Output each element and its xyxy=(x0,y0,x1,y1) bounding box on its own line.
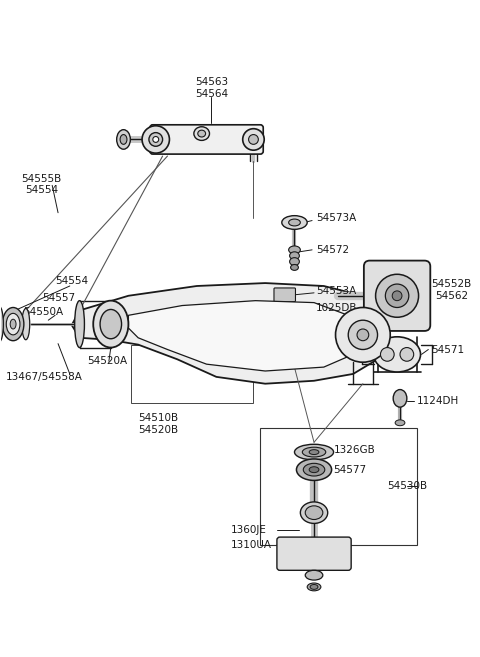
Text: 1124DH: 1124DH xyxy=(417,396,459,406)
Ellipse shape xyxy=(194,127,209,141)
Ellipse shape xyxy=(288,246,300,254)
Ellipse shape xyxy=(295,444,334,460)
Text: 54530B: 54530B xyxy=(387,482,427,491)
Text: 54563: 54563 xyxy=(195,77,228,87)
Circle shape xyxy=(357,329,369,341)
Text: 1326GB: 1326GB xyxy=(334,445,375,455)
Text: 1025DB: 1025DB xyxy=(316,304,358,313)
Text: 54573A: 54573A xyxy=(316,213,356,223)
Ellipse shape xyxy=(393,390,407,407)
Ellipse shape xyxy=(75,301,84,348)
Ellipse shape xyxy=(0,307,3,342)
Ellipse shape xyxy=(303,463,325,476)
Circle shape xyxy=(336,307,390,362)
Ellipse shape xyxy=(249,135,258,145)
Ellipse shape xyxy=(305,506,323,520)
Ellipse shape xyxy=(309,449,319,455)
Text: 54571: 54571 xyxy=(432,344,465,355)
Text: 54572: 54572 xyxy=(316,245,349,255)
Text: 54577: 54577 xyxy=(334,464,367,474)
FancyBboxPatch shape xyxy=(150,125,263,154)
Ellipse shape xyxy=(117,129,131,149)
Bar xyxy=(132,345,253,403)
Circle shape xyxy=(392,291,402,301)
Text: 54520B: 54520B xyxy=(138,424,178,435)
Text: 54554: 54554 xyxy=(55,276,88,286)
Circle shape xyxy=(375,274,419,317)
Ellipse shape xyxy=(289,258,300,265)
Ellipse shape xyxy=(395,420,405,426)
Text: 54520A: 54520A xyxy=(87,356,128,366)
Ellipse shape xyxy=(307,583,321,591)
Ellipse shape xyxy=(302,447,326,457)
Text: 54554: 54554 xyxy=(25,185,58,195)
Ellipse shape xyxy=(22,309,30,340)
Ellipse shape xyxy=(120,135,127,145)
Text: 13467/54558A: 13467/54558A xyxy=(6,372,83,382)
Circle shape xyxy=(385,284,409,307)
Ellipse shape xyxy=(142,125,169,153)
Polygon shape xyxy=(129,301,363,371)
Bar xyxy=(260,428,417,545)
Ellipse shape xyxy=(198,130,205,137)
Polygon shape xyxy=(72,283,387,384)
Ellipse shape xyxy=(277,329,292,337)
Ellipse shape xyxy=(100,309,121,339)
Ellipse shape xyxy=(282,215,307,229)
Ellipse shape xyxy=(297,459,332,480)
Ellipse shape xyxy=(93,301,129,348)
Text: 54562: 54562 xyxy=(435,291,468,301)
Ellipse shape xyxy=(300,502,328,524)
Ellipse shape xyxy=(149,133,163,147)
Text: 54552B: 54552B xyxy=(432,279,471,289)
Text: 54550A: 54550A xyxy=(23,307,63,317)
Text: 54510B: 54510B xyxy=(138,413,178,423)
FancyBboxPatch shape xyxy=(277,537,351,570)
FancyBboxPatch shape xyxy=(274,288,296,302)
Text: 54555B: 54555B xyxy=(21,173,61,183)
Ellipse shape xyxy=(290,265,299,271)
Ellipse shape xyxy=(6,313,20,335)
Circle shape xyxy=(400,348,414,361)
Ellipse shape xyxy=(309,466,319,472)
Text: 54553A: 54553A xyxy=(316,286,356,296)
Text: 1360JE: 1360JE xyxy=(231,525,267,535)
Ellipse shape xyxy=(305,570,323,580)
Ellipse shape xyxy=(289,252,300,260)
Ellipse shape xyxy=(2,307,24,341)
Circle shape xyxy=(381,348,394,361)
Circle shape xyxy=(348,320,378,350)
Text: 1310UA: 1310UA xyxy=(231,540,272,550)
Text: 54564: 54564 xyxy=(195,89,228,99)
Ellipse shape xyxy=(310,585,318,589)
Ellipse shape xyxy=(153,137,159,143)
Ellipse shape xyxy=(10,319,16,329)
Ellipse shape xyxy=(243,129,264,150)
Text: 54557: 54557 xyxy=(42,293,75,303)
FancyBboxPatch shape xyxy=(364,261,430,331)
Ellipse shape xyxy=(276,307,293,314)
Ellipse shape xyxy=(373,337,420,372)
Ellipse shape xyxy=(288,219,300,226)
